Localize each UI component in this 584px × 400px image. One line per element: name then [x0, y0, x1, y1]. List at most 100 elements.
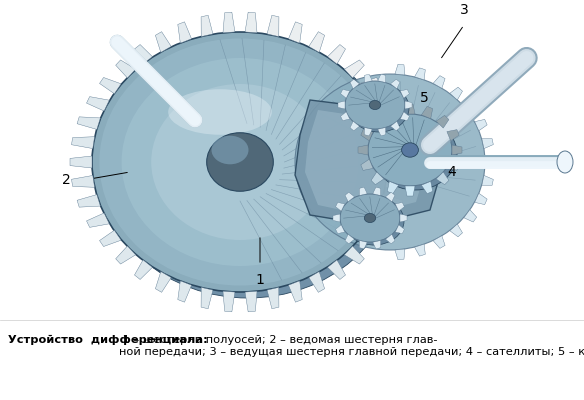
Polygon shape — [388, 156, 410, 168]
Polygon shape — [415, 244, 425, 256]
Polygon shape — [422, 181, 433, 194]
Polygon shape — [371, 97, 394, 111]
Polygon shape — [452, 145, 462, 155]
Polygon shape — [405, 186, 415, 196]
Polygon shape — [485, 157, 495, 167]
Polygon shape — [223, 12, 235, 33]
Polygon shape — [447, 159, 459, 170]
Polygon shape — [267, 15, 279, 36]
Polygon shape — [378, 74, 385, 82]
Polygon shape — [387, 181, 398, 194]
Polygon shape — [464, 210, 477, 222]
Polygon shape — [433, 236, 445, 248]
Polygon shape — [309, 32, 325, 52]
Polygon shape — [436, 172, 449, 185]
Text: 3: 3 — [460, 3, 468, 17]
Polygon shape — [371, 172, 384, 185]
Ellipse shape — [402, 143, 418, 157]
Text: 1: 1 — [256, 273, 265, 287]
Polygon shape — [371, 115, 384, 128]
Polygon shape — [378, 128, 385, 136]
Polygon shape — [395, 249, 405, 260]
Polygon shape — [71, 137, 95, 148]
Polygon shape — [475, 193, 487, 205]
Polygon shape — [385, 137, 408, 148]
Polygon shape — [400, 214, 407, 222]
Polygon shape — [447, 130, 459, 141]
Polygon shape — [155, 32, 171, 52]
Ellipse shape — [349, 84, 409, 132]
Polygon shape — [155, 272, 171, 292]
Polygon shape — [134, 44, 152, 64]
Polygon shape — [371, 213, 394, 227]
Polygon shape — [391, 121, 400, 131]
Polygon shape — [77, 194, 100, 207]
Polygon shape — [436, 115, 449, 128]
Polygon shape — [99, 78, 121, 94]
Polygon shape — [267, 288, 279, 309]
Text: 2: 2 — [62, 173, 71, 187]
Ellipse shape — [364, 214, 376, 222]
Polygon shape — [415, 68, 425, 80]
Polygon shape — [201, 15, 213, 36]
Polygon shape — [373, 187, 381, 196]
Polygon shape — [328, 260, 346, 280]
Polygon shape — [475, 119, 487, 131]
Polygon shape — [359, 230, 381, 246]
Polygon shape — [245, 12, 257, 33]
Polygon shape — [450, 224, 463, 237]
Polygon shape — [433, 76, 445, 88]
Polygon shape — [482, 176, 493, 185]
Polygon shape — [405, 104, 415, 114]
Polygon shape — [178, 22, 192, 43]
Polygon shape — [350, 121, 359, 131]
Polygon shape — [336, 225, 345, 234]
Polygon shape — [345, 192, 354, 202]
Polygon shape — [336, 202, 345, 211]
Polygon shape — [364, 74, 372, 82]
Ellipse shape — [99, 38, 381, 286]
Ellipse shape — [340, 194, 400, 242]
Polygon shape — [333, 214, 340, 222]
Text: 1 – шестерни полуосей; 2 – ведомая шестерня глав-
ной передачи; 3 – ведущая шест: 1 – шестерни полуосей; 2 – ведомая шесте… — [119, 335, 584, 357]
Polygon shape — [450, 87, 463, 100]
Ellipse shape — [368, 114, 452, 186]
Polygon shape — [345, 246, 364, 264]
Polygon shape — [395, 64, 405, 75]
Polygon shape — [350, 79, 359, 89]
Polygon shape — [295, 100, 440, 225]
Polygon shape — [99, 230, 121, 246]
Polygon shape — [340, 112, 350, 121]
Text: Устройство  дифференциала:: Устройство дифференциала: — [8, 335, 208, 345]
Polygon shape — [340, 89, 350, 98]
Polygon shape — [71, 176, 95, 187]
Ellipse shape — [369, 100, 381, 110]
Polygon shape — [309, 272, 325, 292]
Ellipse shape — [372, 145, 408, 179]
Polygon shape — [405, 101, 412, 109]
Ellipse shape — [295, 74, 485, 250]
Polygon shape — [373, 240, 381, 249]
Polygon shape — [288, 281, 302, 302]
Ellipse shape — [168, 89, 272, 135]
Ellipse shape — [211, 136, 249, 164]
Polygon shape — [364, 128, 372, 136]
Polygon shape — [359, 240, 367, 249]
Ellipse shape — [100, 38, 396, 298]
Polygon shape — [201, 288, 213, 309]
Ellipse shape — [207, 133, 273, 191]
Polygon shape — [361, 159, 373, 170]
Polygon shape — [86, 97, 109, 111]
Polygon shape — [361, 130, 373, 141]
Polygon shape — [400, 112, 409, 121]
Polygon shape — [400, 89, 409, 98]
Polygon shape — [464, 102, 477, 114]
Polygon shape — [328, 44, 346, 64]
Polygon shape — [358, 145, 368, 155]
Polygon shape — [359, 187, 367, 196]
Polygon shape — [422, 106, 433, 119]
Polygon shape — [77, 117, 100, 130]
Polygon shape — [338, 101, 345, 109]
Polygon shape — [245, 291, 257, 312]
Polygon shape — [380, 117, 403, 130]
